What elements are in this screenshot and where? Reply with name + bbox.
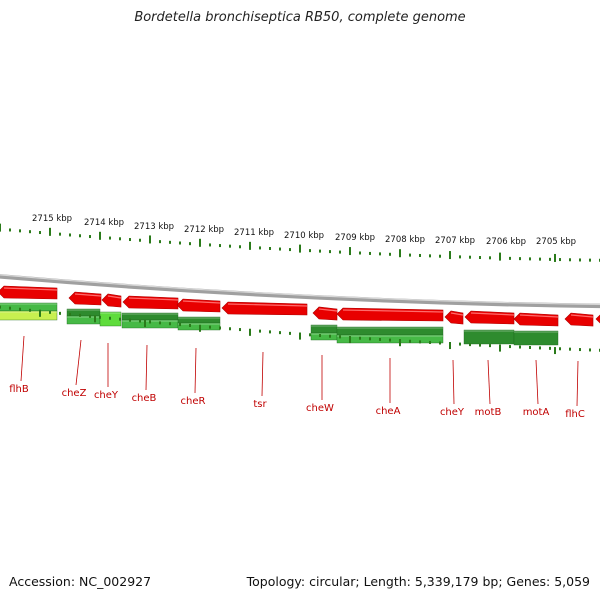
gene-arrow-highlight [470, 312, 515, 316]
gene-arrow-highlight [519, 314, 559, 318]
gene-arrow-highlight [128, 297, 179, 301]
gene-label[interactable]: motB [475, 407, 502, 418]
accession-text: Accession: NC_002927 [9, 574, 152, 589]
scale-label: 2707 kbp [435, 236, 475, 246]
gene-label-leader [261, 351, 264, 397]
gene-label-leader [20, 335, 25, 382]
scale-label: 2708 kbp [385, 235, 425, 245]
gene-arrow-highlight [182, 300, 221, 304]
gene-label-leader [576, 360, 579, 407]
red-gene-track [0, 285, 600, 327]
gene-arrow[interactable] [564, 312, 594, 327]
gene-label-leader [75, 339, 82, 386]
gene-label[interactable]: cheW [306, 403, 334, 414]
gene-arrow-highlight [74, 293, 102, 297]
gene-arrow-highlight [570, 314, 594, 318]
gene-label[interactable]: flhB [9, 384, 29, 395]
gene-arrow-highlight [3, 287, 58, 291]
gene-arrow[interactable] [595, 313, 600, 326]
genome-title: Bordetella bronchiseptica RB50, complete… [134, 10, 466, 25]
gene-arrow[interactable] [68, 291, 102, 306]
expression-bar [463, 329, 515, 345]
gene-label[interactable]: flhC [565, 409, 585, 420]
scale-label: 2706 kbp [486, 237, 526, 247]
gene-label[interactable]: tsr [253, 399, 267, 410]
top-scale-ticks [0, 223, 600, 262]
bottom-scale-ticks [0, 305, 600, 355]
genome-backbone-highlight [0, 274, 600, 306]
gene-label-leader [487, 359, 491, 405]
scale-label: 2710 kbp [284, 231, 324, 241]
genome-backbone [0, 274, 600, 309]
gene-label[interactable]: cheZ [62, 388, 87, 399]
scale-label: 2715 kbp [32, 214, 72, 224]
gene-label[interactable]: cheB [132, 393, 157, 404]
scale-labels: 2715 kbp 2714 kbp 2713 kbp 2712 kbp 2711 kbp… [32, 214, 576, 247]
gene-label-leader [145, 344, 148, 391]
expression-bar [513, 330, 559, 346]
genome-summary-text: Topology: circular; Length: 5,339,179 bp… [246, 574, 590, 589]
gene-label-leader [194, 347, 197, 394]
gene-arrow-highlight [342, 309, 444, 313]
scale-label: 2711 kbp [234, 228, 274, 238]
scale-label: 2705 kbp [536, 237, 576, 247]
scale-label: 2714 kbp [84, 218, 124, 228]
scale-label: 2709 kbp [335, 233, 375, 243]
gene-arrow-highlight [107, 295, 122, 299]
gene-label-leader [535, 359, 539, 405]
gene-label-layer: flhB cheZ cheY cheB cheR tsr cheW cheA cheY motB m… [9, 335, 585, 420]
gene-label[interactable]: cheY [440, 407, 465, 418]
gene-arrow-highlight [227, 303, 308, 307]
gene-label[interactable]: cheA [376, 406, 401, 417]
expression-bar [0, 310, 58, 321]
scale-label: 2713 kbp [134, 222, 174, 232]
gene-label-leader [452, 359, 455, 405]
gene-label[interactable]: cheR [181, 396, 206, 407]
gene-arrow-highlight [450, 312, 464, 316]
gene-arrow[interactable] [312, 306, 338, 321]
gene-label[interactable]: motA [523, 407, 550, 418]
scale-label: 2712 kbp [184, 225, 224, 235]
gene-label[interactable]: cheY [94, 390, 119, 401]
gene-arrow-highlight [318, 308, 338, 312]
